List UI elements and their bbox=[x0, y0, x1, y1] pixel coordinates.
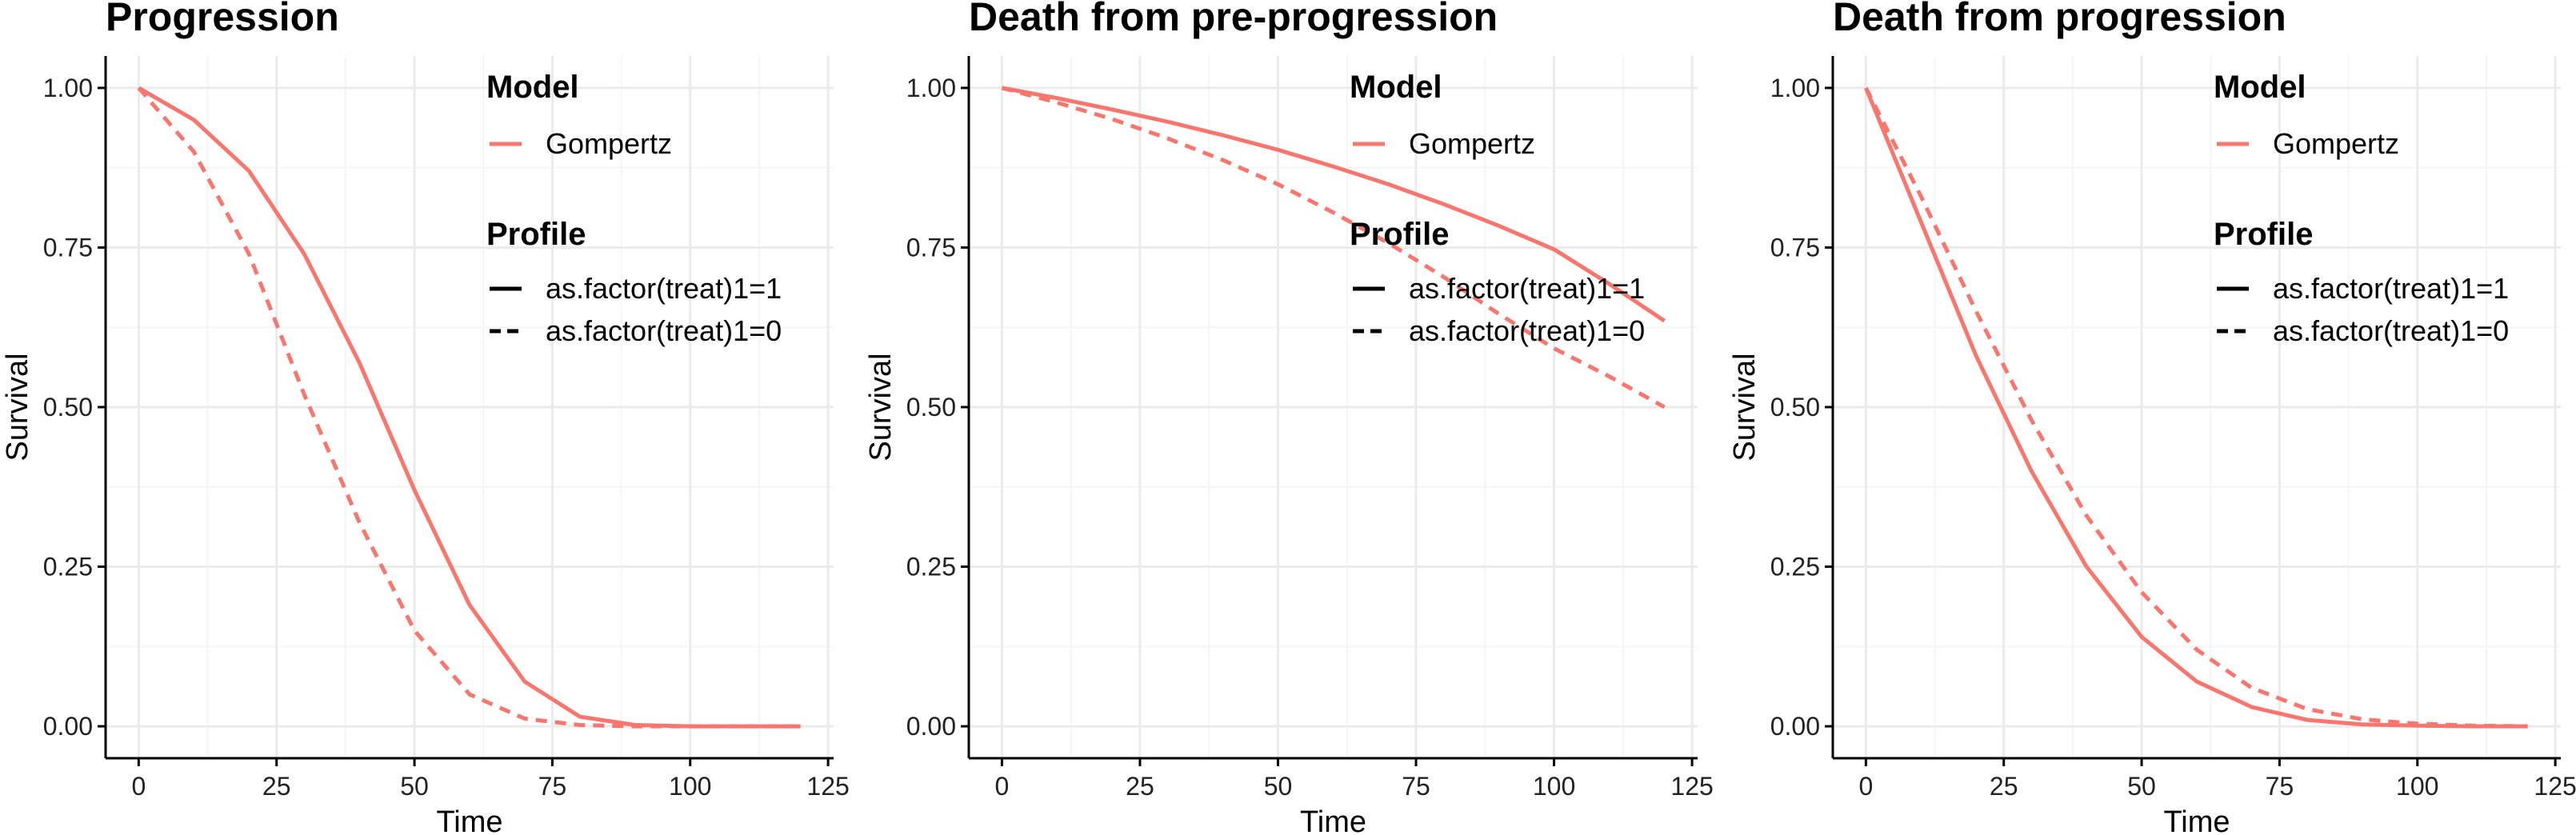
y-axis-label: Survival bbox=[1, 353, 34, 461]
legend-profile-label: as.factor(treat)1=0 bbox=[2273, 314, 2509, 347]
x-tick-label: 50 bbox=[400, 772, 429, 801]
x-tick-label: 100 bbox=[2396, 772, 2438, 801]
legend-profile-title: Profile bbox=[2214, 217, 2313, 252]
x-tick-label: 50 bbox=[1264, 772, 1293, 801]
legend-profile-label: as.factor(treat)1=0 bbox=[546, 314, 782, 347]
panel-title: Death from progression bbox=[1833, 0, 2286, 39]
y-tick-label: 1.00 bbox=[43, 74, 93, 102]
x-axis-label: Time bbox=[2163, 805, 2230, 835]
y-tick-label: 0.00 bbox=[906, 712, 956, 741]
y-tick-label: 0.75 bbox=[43, 233, 93, 262]
legend-model-title: Model bbox=[486, 70, 579, 105]
y-tick-label: 1.00 bbox=[906, 74, 956, 102]
x-tick-label: 25 bbox=[262, 772, 291, 801]
legend-model-label: Gompertz bbox=[546, 127, 672, 160]
legend-model-label: Gompertz bbox=[2273, 127, 2399, 160]
legend-profile-title: Profile bbox=[1350, 217, 1449, 252]
legend-profile-label: as.factor(treat)1=1 bbox=[1409, 272, 1645, 305]
x-axis-label: Time bbox=[436, 805, 502, 835]
x-tick-label: 25 bbox=[1126, 772, 1154, 801]
y-tick-label: 0.25 bbox=[43, 553, 93, 581]
x-tick-label: 100 bbox=[669, 772, 711, 801]
panel-title: Death from pre-progression bbox=[969, 0, 1498, 39]
y-tick-label: 0.50 bbox=[43, 393, 93, 421]
y-tick-label: 0.00 bbox=[43, 712, 93, 741]
panel-title: Progression bbox=[106, 0, 339, 39]
x-tick-label: 125 bbox=[2534, 772, 2576, 801]
x-tick-label: 25 bbox=[1990, 772, 2018, 801]
x-tick-label: 0 bbox=[131, 772, 146, 801]
legend-profile-label: as.factor(treat)1=1 bbox=[546, 272, 782, 305]
y-tick-label: 0.50 bbox=[1770, 393, 1820, 421]
legend-profile-label: as.factor(treat)1=0 bbox=[1409, 314, 1645, 347]
y-tick-label: 0.00 bbox=[1770, 712, 1820, 741]
x-tick-label: 0 bbox=[1858, 772, 1873, 801]
legend-profile-label: as.factor(treat)1=1 bbox=[2273, 272, 2509, 305]
x-tick-label: 100 bbox=[1533, 772, 1575, 801]
series-line-treat-0 bbox=[1001, 86, 1666, 410]
series-line-treat-0 bbox=[1864, 86, 2528, 729]
y-tick-label: 0.75 bbox=[906, 233, 956, 262]
legend-model-title: Model bbox=[1350, 70, 1442, 105]
x-tick-label: 75 bbox=[1402, 772, 1430, 801]
y-axis-label: Survival bbox=[864, 353, 898, 461]
y-tick-label: 0.25 bbox=[1770, 553, 1820, 581]
y-axis-label: Survival bbox=[1728, 353, 1762, 461]
legend-model-title: Model bbox=[2214, 70, 2306, 105]
x-axis-label: Time bbox=[1300, 805, 1366, 835]
legend-model-label: Gompertz bbox=[1409, 127, 1535, 160]
y-tick-label: 0.75 bbox=[1770, 233, 1820, 262]
y-tick-label: 1.00 bbox=[1770, 74, 1820, 102]
x-tick-label: 75 bbox=[2266, 772, 2294, 801]
x-tick-label: 0 bbox=[995, 772, 1010, 801]
legend-profile-title: Profile bbox=[486, 217, 586, 252]
x-tick-label: 125 bbox=[806, 772, 849, 801]
x-tick-label: 75 bbox=[538, 772, 567, 801]
series-line-treat-1 bbox=[1001, 86, 1666, 323]
x-tick-label: 50 bbox=[2127, 772, 2156, 801]
series-line-treat-0 bbox=[137, 86, 801, 729]
y-tick-label: 0.25 bbox=[906, 553, 956, 581]
x-tick-label: 125 bbox=[1670, 772, 1713, 801]
y-tick-label: 0.50 bbox=[906, 393, 956, 421]
